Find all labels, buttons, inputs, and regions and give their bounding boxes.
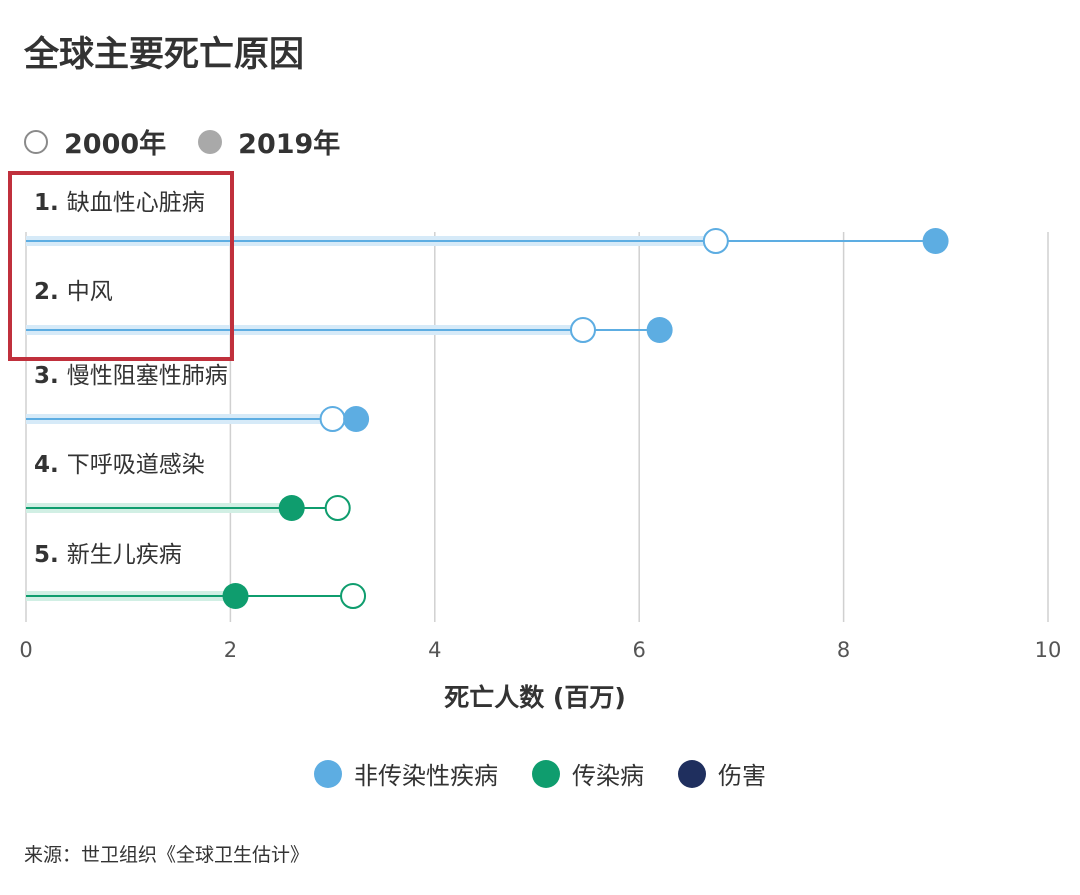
filled-circle-icon [198, 129, 223, 154]
legend-item-2000[interactable]: 2000年 [24, 122, 166, 161]
row-label: 1. 缺血性心脏病 [34, 190, 205, 216]
point-2000 [702, 228, 729, 254]
row-label: 2. 中风 [34, 279, 113, 305]
point-2000 [340, 583, 367, 609]
year-legend: 2000年 2019年 [24, 122, 372, 161]
x-axis-label: 死亡人数 (百万) [444, 683, 626, 712]
source-note: 来源：世卫组织《全球卫生估计》 [24, 844, 310, 866]
circle-icon [678, 759, 706, 788]
legend-label-ncd: 非传染性疾病 [354, 762, 498, 790]
legend-item-injury[interactable]: 伤害 [678, 756, 766, 791]
highlight-box [8, 171, 234, 361]
legend-label-injury: 伤害 [718, 762, 766, 790]
x-tick-label: 0 [19, 638, 32, 662]
point-2019 [222, 583, 249, 609]
circle-icon [314, 759, 342, 788]
point-2019 [922, 228, 949, 254]
x-tick-label: 4 [428, 638, 441, 662]
point-2019 [646, 317, 673, 343]
x-tick-label: 2 [224, 638, 237, 662]
x-tick-label: 10 [1035, 638, 1062, 662]
point-2000 [569, 317, 596, 343]
legend-item-2019[interactable]: 2019年 [198, 122, 340, 161]
x-tick-label: 6 [633, 638, 646, 662]
category-legend: 非传染性疾病 传染病 伤害 [0, 756, 1080, 791]
legend-label-2019: 2019年 [238, 129, 341, 160]
dumbbell-chart: 0 2 4 6 8 10 1. 缺血性心脏病 2. 中风 3. 慢性阻塞性肺病 4. 下呼吸道感染… [19, 190, 1062, 662]
point-2019 [278, 495, 305, 521]
row-label: 4. 下呼吸道感染 [34, 452, 205, 478]
x-tick-label: 8 [837, 638, 850, 662]
legend-item-ncd[interactable]: 非传染性疾病 [314, 756, 498, 791]
chart-title: 全球主要死亡原因 [24, 35, 305, 75]
circle-icon [532, 759, 560, 788]
legend-label-communicable: 传染病 [572, 762, 644, 790]
legend-label-2000: 2000年 [64, 129, 167, 160]
point-2000 [319, 406, 346, 432]
point-2000 [324, 495, 351, 521]
row-label: 5. 新生儿疾病 [34, 542, 182, 568]
point-2019 [343, 406, 370, 432]
row-label: 3. 慢性阻塞性肺病 [34, 363, 228, 389]
open-circle-icon [24, 129, 48, 154]
legend-item-communicable[interactable]: 传染病 [532, 756, 644, 791]
